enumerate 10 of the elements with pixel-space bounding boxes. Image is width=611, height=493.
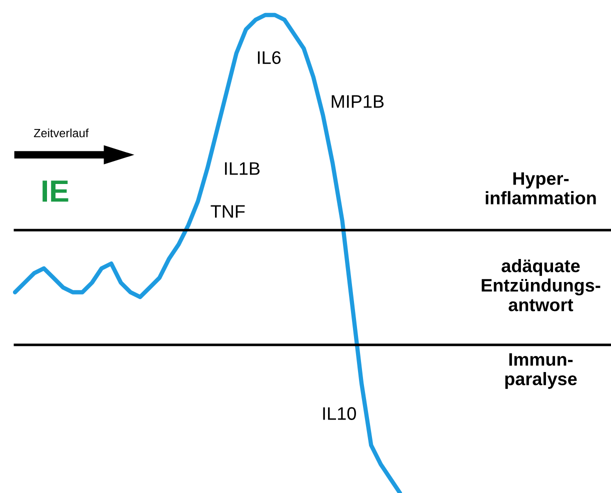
- annotation: MIP1B: [332, 95, 384, 108]
- ref-line-label: adäquate Entzündungs- antwort: [482, 259, 600, 312]
- annotation: TNF: [210, 205, 245, 218]
- annotation: IL6: [258, 51, 281, 64]
- annotation: IE: [42, 180, 68, 202]
- annotation: IL1B: [225, 162, 260, 175]
- text: Immun- paralyse: [505, 353, 577, 389]
- annotation: Zeitverlauf: [34, 128, 89, 138]
- annotation: IL10: [323, 407, 356, 420]
- ref-line-label: Hyper- inflammation: [486, 172, 596, 204]
